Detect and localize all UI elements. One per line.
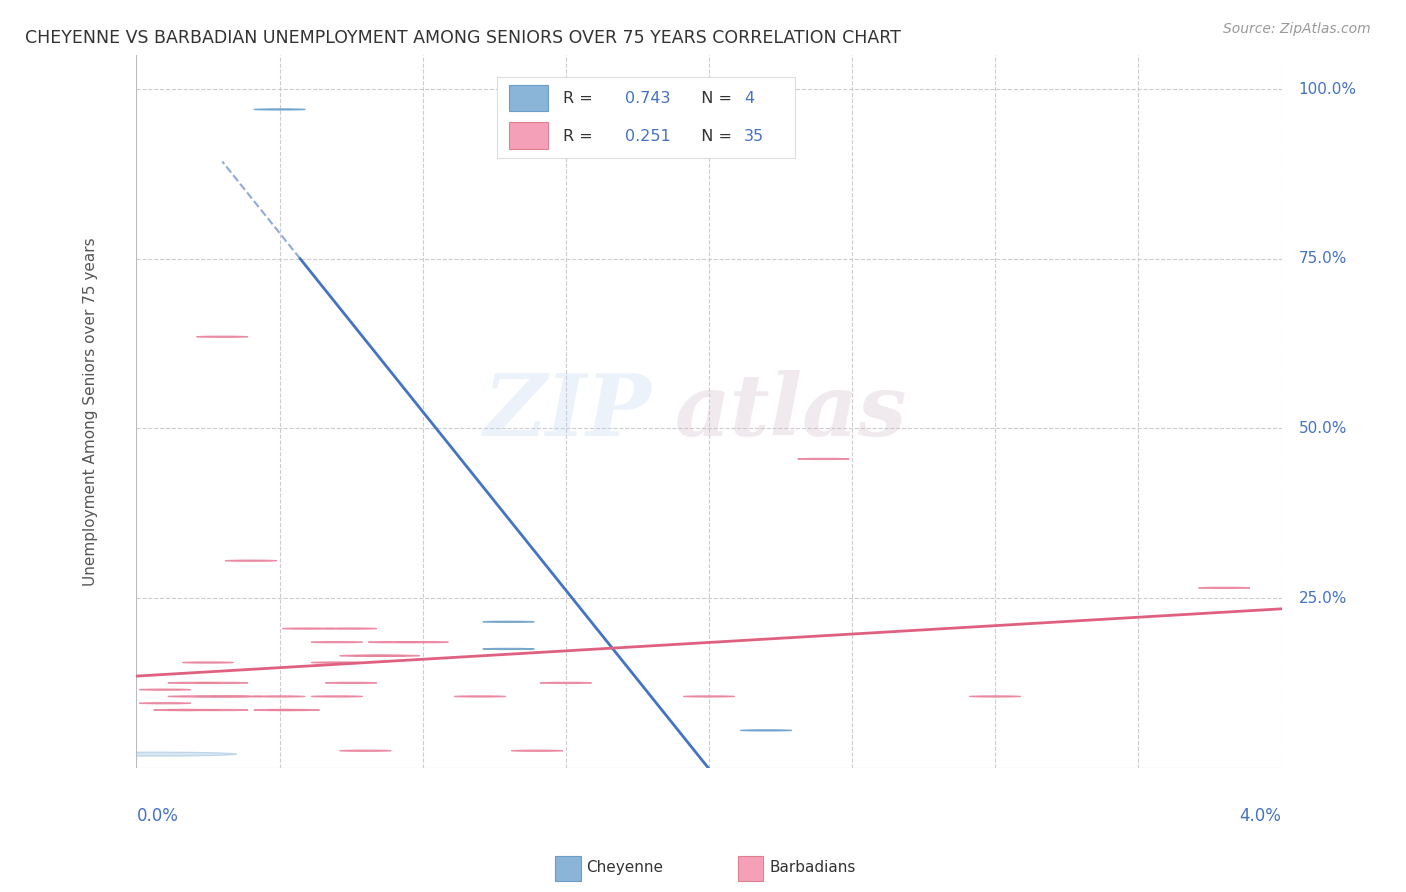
Circle shape bbox=[197, 682, 247, 683]
Circle shape bbox=[153, 709, 205, 711]
Circle shape bbox=[283, 628, 333, 629]
Text: 75.0%: 75.0% bbox=[1299, 252, 1347, 266]
Text: ZIP: ZIP bbox=[484, 369, 652, 453]
Circle shape bbox=[253, 709, 305, 711]
Circle shape bbox=[311, 641, 363, 643]
Circle shape bbox=[167, 696, 219, 697]
Circle shape bbox=[139, 689, 191, 690]
Text: 100.0%: 100.0% bbox=[1299, 81, 1357, 96]
Circle shape bbox=[325, 682, 377, 683]
Circle shape bbox=[325, 628, 377, 629]
Circle shape bbox=[311, 696, 363, 697]
Text: atlas: atlas bbox=[675, 369, 907, 453]
Circle shape bbox=[197, 336, 247, 337]
Circle shape bbox=[482, 621, 534, 623]
Circle shape bbox=[540, 682, 592, 683]
Circle shape bbox=[368, 655, 420, 657]
Circle shape bbox=[1198, 587, 1250, 589]
Circle shape bbox=[396, 641, 449, 643]
Circle shape bbox=[197, 696, 247, 697]
Circle shape bbox=[311, 662, 363, 663]
Text: Source: ZipAtlas.com: Source: ZipAtlas.com bbox=[1223, 22, 1371, 37]
Circle shape bbox=[512, 750, 562, 751]
Circle shape bbox=[253, 696, 305, 697]
Circle shape bbox=[183, 662, 233, 663]
Text: Unemployment Among Seniors over 75 years: Unemployment Among Seniors over 75 years bbox=[83, 237, 98, 586]
Circle shape bbox=[797, 458, 849, 459]
Circle shape bbox=[354, 655, 405, 657]
Text: 0.0%: 0.0% bbox=[136, 807, 179, 825]
Circle shape bbox=[253, 109, 305, 110]
Circle shape bbox=[741, 730, 792, 731]
Circle shape bbox=[482, 648, 534, 649]
Text: CHEYENNE VS BARBADIAN UNEMPLOYMENT AMONG SENIORS OVER 75 YEARS CORRELATION CHART: CHEYENNE VS BARBADIAN UNEMPLOYMENT AMONG… bbox=[25, 29, 901, 46]
Text: Cheyenne: Cheyenne bbox=[586, 861, 664, 875]
Text: 50.0%: 50.0% bbox=[1299, 421, 1347, 436]
Circle shape bbox=[970, 696, 1021, 697]
Text: 25.0%: 25.0% bbox=[1299, 591, 1347, 606]
Circle shape bbox=[211, 696, 263, 697]
Circle shape bbox=[683, 696, 735, 697]
Text: Barbadians: Barbadians bbox=[769, 861, 855, 875]
Circle shape bbox=[225, 560, 277, 561]
Text: 4.0%: 4.0% bbox=[1240, 807, 1281, 825]
Circle shape bbox=[340, 750, 391, 751]
Circle shape bbox=[167, 682, 219, 683]
Circle shape bbox=[139, 703, 191, 704]
Circle shape bbox=[340, 655, 391, 657]
Circle shape bbox=[368, 641, 420, 643]
Circle shape bbox=[167, 709, 219, 711]
Circle shape bbox=[197, 709, 247, 711]
Circle shape bbox=[454, 696, 506, 697]
Circle shape bbox=[269, 709, 319, 711]
Circle shape bbox=[65, 752, 236, 756]
